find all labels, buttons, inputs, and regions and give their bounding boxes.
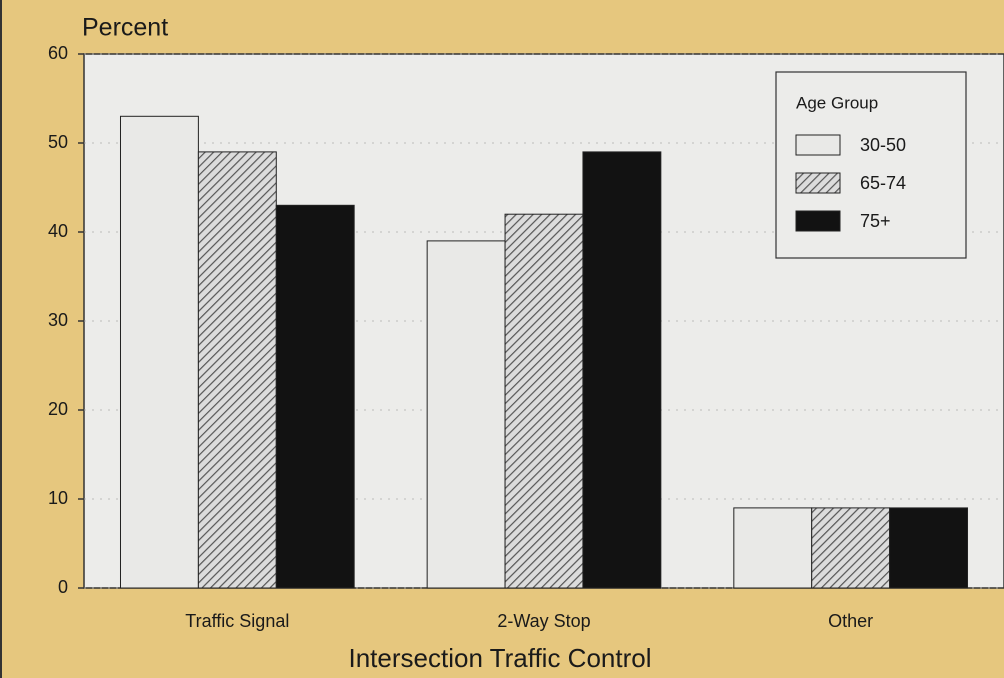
- bar: [582, 151, 662, 589]
- x-axis-title: Intersection Traffic Control: [349, 643, 652, 673]
- y-tick-label: 20: [48, 399, 68, 419]
- x-tick-label: 2-Way Stop: [497, 611, 590, 631]
- bar: [811, 507, 891, 589]
- bar: [504, 213, 584, 589]
- bar: [889, 507, 969, 589]
- legend-swatch: [795, 134, 841, 156]
- y-tick-label: 50: [48, 132, 68, 152]
- legend-label: 75+: [860, 211, 891, 231]
- y-tick-label: 40: [48, 221, 68, 241]
- y-tick-label: 10: [48, 488, 68, 508]
- y-tick-label: 0: [58, 577, 68, 597]
- y-tick-label: 60: [48, 43, 68, 63]
- y-axis-title: Percent: [82, 14, 168, 42]
- legend-label: 65-74: [860, 173, 906, 193]
- bar: [119, 115, 199, 589]
- bar: [275, 204, 355, 589]
- legend-swatch: [795, 210, 841, 232]
- bar: [733, 507, 813, 589]
- bar: [197, 151, 277, 589]
- legend-swatch: [795, 172, 841, 194]
- x-tick-label: Traffic Signal: [185, 611, 289, 631]
- legend-label: 30-50: [860, 135, 906, 155]
- bar: [426, 240, 506, 589]
- legend-title: Age Group: [796, 93, 878, 112]
- x-tick-label: Other: [828, 611, 873, 631]
- y-tick-label: 30: [48, 310, 68, 330]
